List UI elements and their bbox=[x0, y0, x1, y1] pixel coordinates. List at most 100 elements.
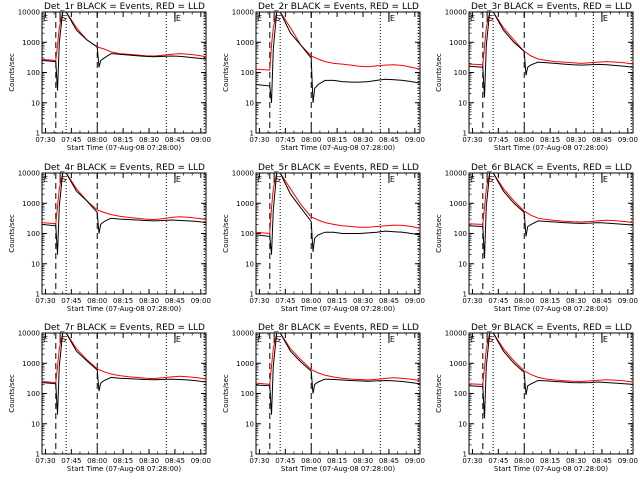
panel-title: Det_5r BLACK = Events, RED = LLD bbox=[258, 163, 419, 173]
panel-title: Det_7r BLACK = Events, RED = LLD bbox=[44, 323, 205, 333]
y-tick-label: 1000 bbox=[449, 39, 467, 47]
y-tick-label: 10 bbox=[31, 260, 40, 268]
series-line-events bbox=[256, 12, 420, 103]
y-tick-label: 100 bbox=[454, 230, 467, 238]
series-line-lld bbox=[469, 333, 633, 385]
y-axis-label: Counts/sec bbox=[222, 53, 230, 92]
event-marker-label: E bbox=[603, 175, 608, 184]
y-tick-label: 1 bbox=[36, 291, 40, 299]
x-tick-label: 07:45 bbox=[488, 297, 508, 305]
event-marker-label: S bbox=[61, 14, 66, 23]
panel-title: Det_4r BLACK = Events, RED = LLD bbox=[44, 163, 205, 173]
series-line-lld bbox=[42, 333, 206, 384]
y-tick-label: 1000 bbox=[236, 200, 254, 208]
y-tick-label: 1000 bbox=[22, 200, 40, 208]
y-tick-label: 100 bbox=[27, 69, 40, 77]
series-line-lld bbox=[469, 12, 633, 66]
y-tick-label: 1000 bbox=[22, 360, 40, 368]
x-tick-label: 09:00 bbox=[405, 136, 425, 144]
y-tick-label: 10 bbox=[458, 260, 467, 268]
y-tick-label: 10000 bbox=[232, 170, 254, 178]
x-axis-label: Start Time (07-Aug-08 07:28:00) bbox=[281, 144, 395, 152]
y-tick-label: 100 bbox=[241, 230, 254, 238]
panel-det-4: Det_4r BLACK = Events, RED = LLD 1 10 100 10… bbox=[8, 163, 211, 313]
y-tick-label: 10000 bbox=[18, 170, 40, 178]
event-marker-label: S bbox=[275, 335, 280, 344]
y-tick-label: 1 bbox=[463, 451, 467, 459]
x-tick-label: 08:15 bbox=[540, 297, 560, 305]
panel-det-5: Det_5r BLACK = Events, RED = LLD 1 10 100 10… bbox=[222, 163, 425, 313]
x-tick-label: 07:30 bbox=[249, 297, 269, 305]
panel-det-7: Det_7r BLACK = Events, RED = LLD 1 10 100 10… bbox=[8, 323, 211, 473]
panel-det-9: Det_9r BLACK = Events, RED = LLD 1 10 100 10… bbox=[435, 323, 638, 473]
event-marker-label: E bbox=[390, 14, 395, 23]
x-tick-label: 07:45 bbox=[61, 136, 81, 144]
y-tick-label: 10000 bbox=[232, 330, 254, 338]
x-tick-label: 08:00 bbox=[514, 457, 534, 465]
x-tick-label: 07:45 bbox=[61, 297, 81, 305]
y-tick-label: 10 bbox=[245, 99, 254, 107]
x-tick-label: 09:00 bbox=[191, 136, 211, 144]
x-tick-label: 07:45 bbox=[488, 457, 508, 465]
event-marker-label: S bbox=[275, 175, 280, 184]
x-tick-label: 08:15 bbox=[113, 297, 133, 305]
x-axis-label: Start Time (07-Aug-08 07:28:00) bbox=[281, 465, 395, 473]
series-line-lld bbox=[256, 333, 420, 385]
panel-det-3: Det_3r BLACK = Events, RED = LLD 1 10 100 10… bbox=[435, 2, 638, 152]
event-marker-label: E bbox=[257, 335, 262, 344]
x-tick-label: 08:00 bbox=[87, 136, 107, 144]
x-tick-label: 08:00 bbox=[301, 297, 321, 305]
x-tick-label: 08:30 bbox=[353, 297, 373, 305]
x-axis-label: Start Time (07-Aug-08 07:28:00) bbox=[67, 305, 181, 313]
series-line-events bbox=[42, 12, 206, 91]
event-marker-label: E bbox=[176, 335, 181, 344]
y-tick-label: 100 bbox=[241, 69, 254, 77]
y-tick-label: 10 bbox=[31, 99, 40, 107]
series-line-events bbox=[42, 173, 206, 255]
y-tick-label: 10000 bbox=[445, 330, 467, 338]
x-tick-label: 08:30 bbox=[353, 136, 373, 144]
x-tick-label: 09:00 bbox=[405, 297, 425, 305]
x-tick-label: 07:30 bbox=[462, 297, 482, 305]
x-tick-label: 08:00 bbox=[301, 136, 321, 144]
y-tick-label: 1 bbox=[463, 130, 467, 138]
y-tick-label: 1 bbox=[250, 451, 254, 459]
series-line-lld bbox=[42, 12, 206, 62]
x-tick-label: 09:00 bbox=[191, 297, 211, 305]
x-tick-label: 07:45 bbox=[275, 297, 295, 305]
y-tick-label: 10 bbox=[31, 420, 40, 428]
event-marker-label: E bbox=[176, 175, 181, 184]
x-tick-label: 09:00 bbox=[618, 297, 638, 305]
x-tick-label: 08:15 bbox=[327, 297, 347, 305]
x-tick-label: 07:45 bbox=[61, 457, 81, 465]
y-axis-label: Counts/sec bbox=[222, 374, 230, 413]
x-tick-label: 08:00 bbox=[87, 457, 107, 465]
event-marker-label: S bbox=[488, 14, 493, 23]
event-marker-label: E bbox=[470, 14, 475, 23]
x-axis-label: Start Time (07-Aug-08 07:28:00) bbox=[494, 144, 608, 152]
event-marker-label: S bbox=[61, 335, 66, 344]
panel-title: Det_9r BLACK = Events, RED = LLD bbox=[471, 323, 632, 333]
y-tick-label: 100 bbox=[454, 390, 467, 398]
x-tick-label: 08:45 bbox=[379, 457, 399, 465]
y-axis-label: Counts/sec bbox=[8, 53, 16, 92]
y-axis-label: Counts/sec bbox=[222, 214, 230, 253]
y-tick-label: 10000 bbox=[232, 9, 254, 17]
y-tick-label: 1 bbox=[250, 130, 254, 138]
y-tick-label: 1000 bbox=[449, 360, 467, 368]
event-marker-label: E bbox=[43, 335, 48, 344]
y-tick-label: 100 bbox=[454, 69, 467, 77]
x-tick-label: 08:15 bbox=[540, 136, 560, 144]
y-tick-label: 1 bbox=[36, 130, 40, 138]
series-line-lld bbox=[469, 173, 633, 225]
panel-title: Det_2r BLACK = Events, RED = LLD bbox=[258, 2, 419, 12]
event-marker-label: E bbox=[43, 14, 48, 23]
x-tick-label: 08:30 bbox=[566, 297, 586, 305]
x-tick-label: 07:30 bbox=[35, 457, 55, 465]
x-tick-label: 08:30 bbox=[566, 136, 586, 144]
x-tick-label: 07:30 bbox=[249, 136, 269, 144]
y-tick-label: 100 bbox=[27, 390, 40, 398]
x-tick-label: 08:45 bbox=[165, 457, 185, 465]
x-tick-label: 07:45 bbox=[275, 136, 295, 144]
event-marker-label: E bbox=[603, 14, 608, 23]
